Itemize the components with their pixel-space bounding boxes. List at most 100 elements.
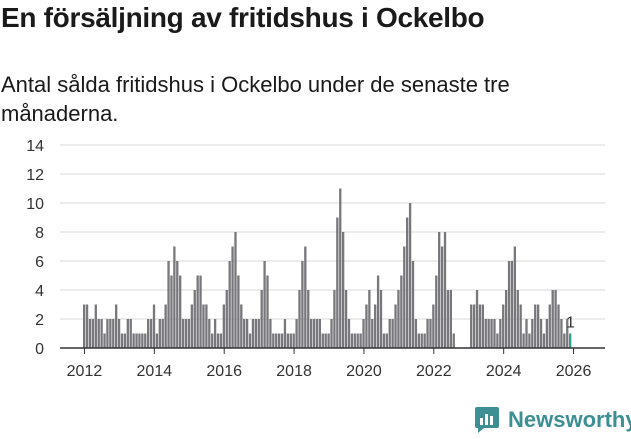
bar bbox=[371, 319, 374, 348]
bar bbox=[542, 333, 546, 348]
bar bbox=[199, 275, 202, 348]
bar bbox=[342, 232, 345, 348]
bar bbox=[158, 319, 161, 348]
bar bbox=[522, 333, 525, 348]
bar bbox=[234, 232, 237, 348]
bar bbox=[539, 319, 543, 348]
bar bbox=[85, 304, 89, 348]
bar bbox=[117, 319, 121, 348]
y-tick-label: 8 bbox=[35, 225, 44, 242]
bar bbox=[144, 333, 147, 348]
brand-name: Newsworthy bbox=[508, 407, 631, 432]
bar bbox=[179, 275, 182, 348]
bar bbox=[365, 304, 368, 348]
bar bbox=[181, 319, 185, 348]
bar bbox=[452, 333, 455, 348]
bar bbox=[315, 319, 319, 348]
bar bbox=[312, 319, 316, 348]
bar bbox=[438, 232, 441, 348]
bar bbox=[379, 290, 383, 348]
bar bbox=[359, 333, 362, 348]
bar bbox=[167, 261, 170, 348]
bar bbox=[228, 261, 231, 348]
bar bbox=[528, 333, 531, 348]
y-tick-label: 0 bbox=[35, 341, 44, 358]
bar bbox=[397, 290, 400, 348]
axes: 0 2 4 6 8 10 12 14 1 2012 2014 2016 2018 2020 2022 2024… bbox=[26, 138, 605, 380]
bar bbox=[243, 319, 246, 348]
y-tick-label: 2 bbox=[35, 312, 44, 329]
bar bbox=[301, 261, 304, 348]
bar bbox=[240, 304, 243, 348]
bar bbox=[499, 319, 502, 348]
bar bbox=[400, 275, 403, 348]
bar bbox=[502, 304, 505, 348]
bar bbox=[208, 319, 211, 348]
bar bbox=[257, 319, 260, 348]
bar bbox=[126, 319, 129, 348]
bar bbox=[205, 304, 208, 348]
bar bbox=[277, 333, 281, 348]
bar bbox=[385, 333, 388, 348]
bar bbox=[548, 304, 551, 348]
bar bbox=[97, 319, 100, 348]
bar bbox=[254, 319, 258, 348]
bar bbox=[202, 304, 205, 348]
y-tick-label: 4 bbox=[35, 283, 44, 300]
bar bbox=[266, 275, 269, 348]
bar bbox=[432, 304, 435, 348]
bar bbox=[324, 333, 327, 348]
bar bbox=[382, 333, 386, 348]
bar bbox=[275, 333, 278, 348]
bar bbox=[563, 333, 566, 348]
bar bbox=[420, 333, 423, 348]
bar bbox=[248, 333, 252, 348]
bar bbox=[138, 333, 141, 348]
bar bbox=[106, 319, 109, 348]
x-tick-label: 2016 bbox=[206, 363, 242, 380]
bar bbox=[211, 333, 214, 348]
bar bbox=[560, 319, 563, 348]
bar bbox=[88, 319, 92, 348]
bar bbox=[135, 333, 138, 348]
bar bbox=[295, 319, 298, 348]
bar bbox=[470, 304, 473, 348]
bar bbox=[161, 319, 164, 348]
bar bbox=[263, 261, 266, 348]
bar bbox=[100, 319, 103, 348]
brand-logo[interactable]: Newsworthy bbox=[474, 406, 631, 434]
bar bbox=[435, 275, 438, 348]
bar bbox=[472, 304, 476, 348]
bar bbox=[475, 290, 479, 348]
bar bbox=[478, 304, 482, 348]
bar bbox=[429, 319, 432, 348]
bar bbox=[193, 290, 196, 348]
bar bbox=[417, 333, 420, 348]
bar bbox=[339, 188, 342, 348]
bar bbox=[132, 333, 135, 348]
bar bbox=[272, 333, 275, 348]
bar bbox=[516, 290, 519, 348]
bar bbox=[155, 333, 159, 348]
bar bbox=[368, 290, 371, 348]
bar bbox=[566, 319, 569, 348]
bar bbox=[414, 319, 418, 348]
bar bbox=[280, 333, 284, 348]
bar bbox=[525, 319, 528, 348]
bar bbox=[353, 333, 356, 348]
bar-annotation: 1 bbox=[566, 315, 575, 332]
bar bbox=[251, 319, 255, 348]
y-tick-label: 6 bbox=[35, 254, 44, 271]
x-tick-label: 2026 bbox=[556, 363, 592, 380]
bar bbox=[176, 261, 179, 348]
y-tick-label: 10 bbox=[26, 196, 44, 213]
bar bbox=[449, 290, 452, 348]
bar bbox=[321, 333, 324, 348]
bar bbox=[196, 275, 199, 348]
chart-subtitle: Antal sålda fritidshus i Ockelbo under d… bbox=[1, 72, 510, 126]
bar bbox=[318, 319, 322, 348]
bar bbox=[347, 319, 351, 348]
bar bbox=[408, 203, 412, 348]
bar bbox=[222, 304, 225, 348]
bar bbox=[376, 275, 380, 348]
